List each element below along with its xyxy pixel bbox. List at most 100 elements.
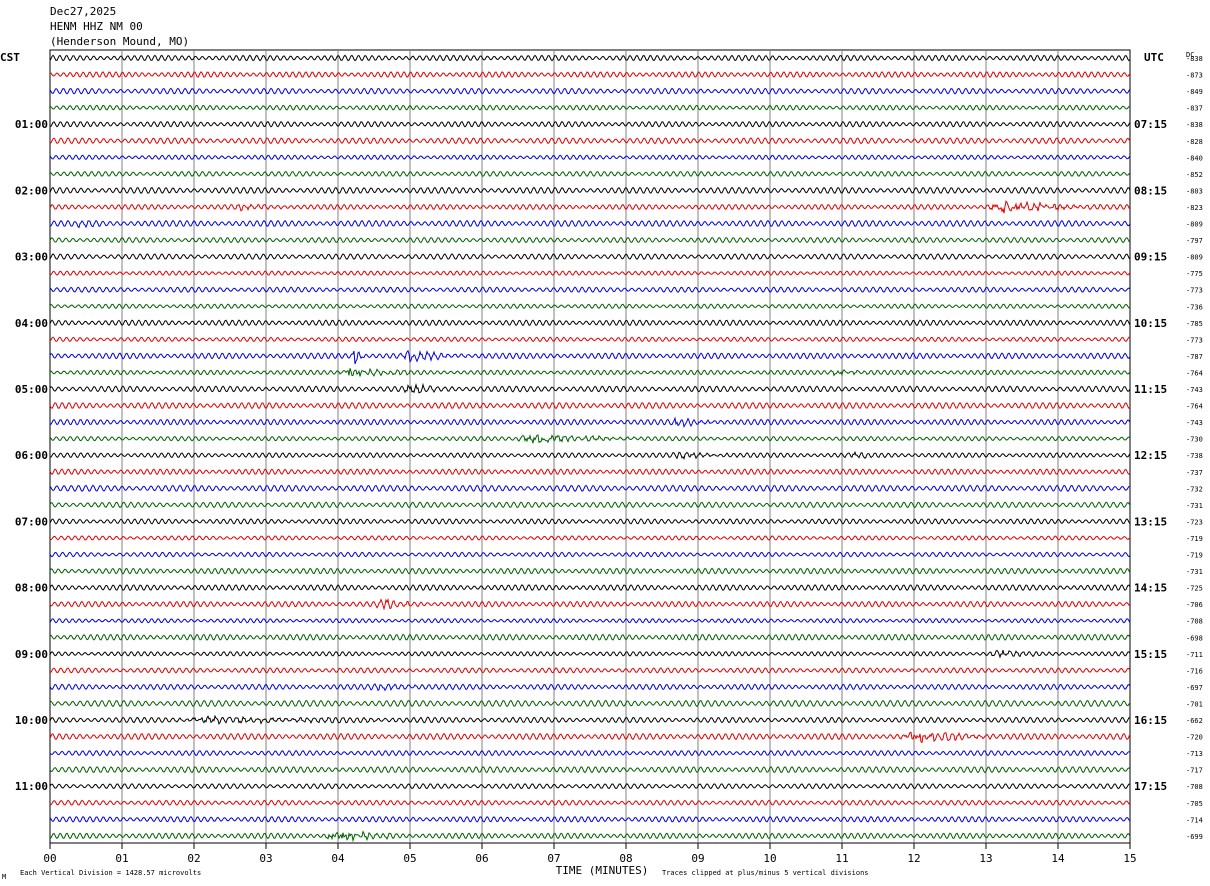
dc-offset-label: -731	[1186, 502, 1203, 510]
trace-row-46	[49, 815, 1131, 823]
left-hour-label: 02:00	[15, 184, 48, 197]
trace-row-21	[49, 401, 1131, 410]
x-tick-label: 15	[1123, 852, 1136, 865]
x-tick-label: 01	[115, 852, 128, 865]
footer-clip-note: Traces clipped at plus/minus 5 vertical …	[662, 869, 869, 877]
x-tick-label: 04	[331, 852, 345, 865]
trace-row-42	[49, 749, 1131, 757]
trace-lines	[49, 54, 1131, 843]
left-hour-label: 01:00	[15, 118, 48, 131]
x-axis-title: TIME (MINUTES)	[556, 864, 649, 877]
left-hour-label: 08:00	[15, 582, 48, 595]
axis-labels: 00 01 02 03 04 05 06 07 08 09 10 11 12 13 14 15 -838 -873…	[15, 55, 1203, 865]
right-hour-label: 08:15	[1134, 184, 1167, 197]
dc-offset-label: -743	[1186, 419, 1203, 427]
dc-offset-label: -723	[1186, 518, 1203, 526]
trace-row-30	[49, 551, 1131, 558]
trace-row-43	[49, 766, 1131, 774]
dc-offset-label: -764	[1186, 369, 1203, 377]
dc-offset-label: -809	[1186, 221, 1203, 229]
dc-offset-label: -852	[1186, 171, 1203, 179]
trace-row-32	[49, 584, 1131, 592]
dc-offset-label: -809	[1186, 254, 1203, 262]
dc-offset-label: -787	[1186, 353, 1203, 361]
dc-offset-label: -737	[1186, 469, 1203, 477]
trace-row-20	[49, 382, 1131, 394]
dc-header-label: DC	[1186, 51, 1194, 59]
left-hour-label: 06:00	[15, 449, 48, 462]
left-hour-label: 10:00	[15, 714, 48, 727]
trace-row-45	[49, 799, 1131, 806]
right-timezone-label: UTC	[1144, 51, 1164, 64]
dc-offset-label: -738	[1186, 452, 1203, 460]
dc-offset-label: -720	[1186, 734, 1203, 742]
trace-row-12	[49, 253, 1131, 260]
plot-frame	[49, 49, 1131, 844]
trace-row-38	[49, 683, 1131, 692]
left-hour-label: 03:00	[15, 251, 48, 264]
dc-offset-label: -849	[1186, 88, 1203, 96]
dc-offset-label: -775	[1186, 270, 1203, 278]
x-tick-label: 02	[187, 852, 200, 865]
dc-offset-label: -797	[1186, 237, 1203, 245]
dc-offset-label: -838	[1186, 55, 1203, 63]
dc-offset-label: -773	[1186, 336, 1203, 344]
x-tick-label: 09	[691, 852, 704, 865]
trace-row-34	[49, 618, 1131, 624]
left-hour-label: 09:00	[15, 648, 48, 661]
right-hour-label: 07:15	[1134, 118, 1167, 131]
trace-row-10	[49, 219, 1131, 229]
dc-offset-label: -732	[1186, 485, 1203, 493]
dc-offset-label: -840	[1186, 154, 1203, 162]
trace-row-11	[49, 236, 1131, 244]
trace-row-2	[49, 87, 1131, 95]
right-hour-label: 14:15	[1134, 582, 1167, 595]
dc-offset-label: -828	[1186, 138, 1203, 146]
header-date: Dec27,2025	[50, 5, 116, 18]
left-hour-label: 11:00	[15, 780, 48, 793]
trace-row-14	[49, 286, 1131, 293]
trace-row-19	[49, 367, 1131, 377]
dc-offset-label: -731	[1186, 568, 1203, 576]
dc-offset-label: -705	[1186, 800, 1203, 808]
trace-row-3	[49, 104, 1131, 111]
dc-offset-label: -873	[1186, 72, 1203, 80]
dc-offset-label: -719	[1186, 552, 1203, 560]
trace-row-8	[49, 186, 1131, 194]
dc-offset-label: -736	[1186, 303, 1203, 311]
left-hour-label: 04:00	[15, 317, 48, 330]
trace-row-18	[49, 349, 1131, 365]
footer-scale-note: Each Vertical Division = 1428.57 microvo…	[20, 869, 201, 877]
trace-row-40	[49, 714, 1131, 726]
x-tick-label: 03	[259, 852, 272, 865]
right-hour-label: 09:15	[1134, 251, 1167, 264]
trace-row-15	[49, 303, 1131, 310]
x-tick-label: 10	[763, 852, 776, 865]
dc-offset-label: -730	[1186, 436, 1203, 444]
dc-offset-label: -708	[1186, 618, 1203, 626]
left-hour-label: 07:00	[15, 515, 48, 528]
trace-row-35	[49, 633, 1131, 641]
dc-offset-label: -838	[1186, 121, 1203, 129]
dc-offset-label: -743	[1186, 386, 1203, 394]
trace-row-41	[49, 731, 1131, 744]
dc-offset-label: -716	[1186, 667, 1203, 675]
trace-row-22	[49, 416, 1131, 428]
trace-row-6	[49, 154, 1131, 161]
trace-row-25	[49, 468, 1131, 476]
header-station: HENM HHZ NM 00	[50, 20, 143, 33]
footer-mark: M	[2, 873, 6, 881]
right-hour-label: 10:15	[1134, 317, 1167, 330]
right-hour-label: 11:15	[1134, 383, 1167, 396]
dc-offset-label: -662	[1186, 717, 1203, 725]
x-tick-label: 11	[835, 852, 848, 865]
dc-offset-label: -773	[1186, 287, 1203, 295]
x-tick-label: 14	[1051, 852, 1065, 865]
header-location: (Henderson Mound, MO)	[50, 35, 189, 48]
x-tick-label: 00	[43, 852, 56, 865]
dc-offset-label: -701	[1186, 701, 1203, 709]
trace-row-17	[49, 336, 1131, 343]
trace-row-27	[49, 501, 1131, 509]
x-tick-label: 13	[979, 852, 992, 865]
trace-row-47	[49, 830, 1131, 843]
